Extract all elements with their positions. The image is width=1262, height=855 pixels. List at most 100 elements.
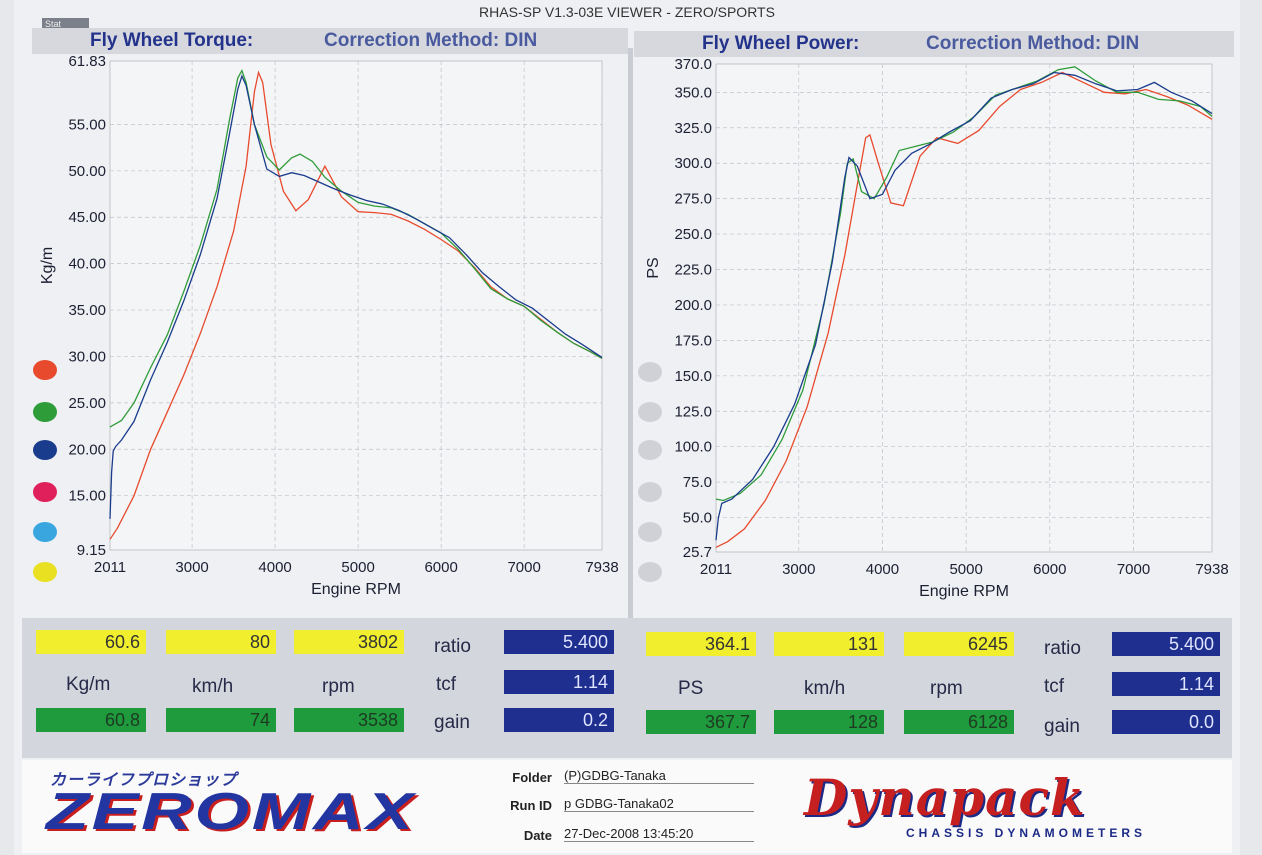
- series-dot-green[interactable]: [33, 402, 57, 422]
- series-dot-empty-4[interactable]: [638, 482, 662, 502]
- power-rpm-compare-box: 6128: [904, 710, 1014, 734]
- series-dot-empty-5[interactable]: [638, 522, 662, 542]
- torque-y-tick-label: 55.00: [68, 116, 106, 133]
- power-y-tick-label: 25.7: [683, 544, 712, 561]
- torque-series-line-2: [109, 74, 603, 519]
- series-dot-empty-6[interactable]: [638, 562, 662, 582]
- power-compare-box: 367.7: [646, 710, 756, 734]
- folder-value: (P)GDBG-Tanaka: [564, 768, 754, 784]
- power-x-tick-label: 7000: [1117, 561, 1150, 578]
- torque-x-tick-label: 2011: [94, 559, 126, 576]
- series-dot-empty-2[interactable]: [638, 402, 662, 422]
- rpm-compare-box: 3538: [294, 708, 404, 732]
- power-chart: 370.0 350.0 325.0 300.0 275.0 250.0 225.0 200.0…: [645, 56, 1229, 600]
- power-ratio-value[interactable]: 5.400: [1112, 632, 1220, 656]
- power-y-tick-label: 370.0: [674, 56, 712, 73]
- rpm-unit-label: rpm: [322, 676, 355, 697]
- torque-x-tick-label: 7000: [507, 559, 540, 576]
- power-series-line-0: [715, 71, 1213, 548]
- dynapack-subtitle: CHASSIS DYNAMOMETERS: [906, 826, 1147, 840]
- power-plot-area: [715, 63, 1213, 553]
- tcf-value[interactable]: 1.14: [504, 670, 614, 694]
- panel-divider: [628, 48, 633, 620]
- zeromax-logo: ZEROMAX: [46, 783, 416, 841]
- gain-value[interactable]: 0.2: [504, 708, 614, 732]
- power-x-tick-label: 5000: [949, 561, 982, 578]
- series-dot-red[interactable]: [33, 360, 57, 380]
- power-speed-compare-box: 128: [774, 710, 884, 734]
- power-series-line-2: [715, 71, 1213, 541]
- torque-y-tick-label: 9.15: [77, 542, 106, 559]
- torque-unit-label: Kg/m: [66, 674, 111, 695]
- power-y-tick-label: 125.0: [674, 403, 712, 420]
- torque-chart: 61.83 55.00 50.00 45.00 40.00 35.00 30.00 25.00…: [39, 53, 619, 598]
- rpm-value-box: 3802: [294, 630, 404, 654]
- power-x-tick-label: 4000: [866, 561, 899, 578]
- speed-compare-box: 74: [166, 708, 276, 732]
- torque-y-tick-label: 25.00: [68, 395, 106, 412]
- stat-tab[interactable]: Stat: [42, 18, 89, 30]
- torque-y-tick-label: 15.00: [68, 488, 106, 505]
- speed-value-box: 80: [166, 630, 276, 654]
- power-tcf-value[interactable]: 1.14: [1112, 672, 1220, 696]
- power-gain-value[interactable]: 0.0: [1112, 710, 1220, 734]
- torque-x-tick-label: 3000: [175, 559, 208, 576]
- power-y-tick-label: 175.0: [674, 332, 712, 349]
- series-dot-empty-3[interactable]: [638, 440, 662, 460]
- torque-compare-box: 60.8: [36, 708, 146, 732]
- power-panel-header: Fly Wheel Power: Correction Method: DIN: [634, 31, 1234, 57]
- power-rpm-unit-label: rpm: [930, 678, 963, 699]
- folder-label: Folder: [512, 770, 552, 785]
- series-dot-cyan[interactable]: [33, 522, 57, 542]
- series-dot-empty-1[interactable]: [638, 362, 662, 382]
- power-x-tick-label: 6000: [1033, 561, 1066, 578]
- power-unit-label: PS: [678, 678, 704, 699]
- power-y-tick-label: 275.0: [674, 191, 712, 208]
- readout-panel: 60.6 80 3802 Kg/m km/h rpm 60.8 74 3538 …: [22, 618, 1232, 758]
- torque-panel-header: Fly Wheel Torque: Correction Method: DIN: [32, 28, 628, 54]
- power-series-line-1: [715, 66, 1213, 502]
- power-x-axis-label: Engine RPM: [919, 583, 1009, 600]
- dyno-sheet: RHAS-SP V1.3-03E VIEWER - ZERO/SPORTS St…: [14, 0, 1240, 855]
- ratio-label: ratio: [434, 636, 471, 657]
- torque-y-tick-label: 30.00: [68, 348, 106, 365]
- ratio-value[interactable]: 5.400: [504, 630, 614, 654]
- torque-title: Fly Wheel Torque:: [90, 30, 254, 51]
- power-tcf-label: tcf: [1044, 676, 1065, 697]
- torque-series-line-1: [109, 69, 603, 428]
- power-y-tick-label: 250.0: [674, 226, 712, 243]
- torque-y-axis-label: Kg/m: [39, 247, 56, 284]
- torque-y-tick-label: 35.00: [68, 302, 106, 319]
- power-title: Fly Wheel Power:: [702, 33, 860, 54]
- torque-y-tick-label: 61.83: [68, 53, 106, 70]
- torque-x-tick-label: 5000: [341, 559, 374, 576]
- torque-x-axis-label: Engine RPM: [311, 581, 401, 598]
- torque-y-tick-label: 40.00: [68, 256, 106, 273]
- power-gain-label: gain: [1044, 716, 1080, 737]
- power-y-tick-label: 300.0: [674, 155, 712, 172]
- speed-unit-label: km/h: [192, 676, 234, 697]
- series-dot-magenta[interactable]: [33, 482, 57, 502]
- power-rpm-value-box: 6245: [904, 632, 1014, 656]
- power-speed-unit-label: km/h: [804, 678, 846, 699]
- dynapack-logo: Dynapack: [804, 768, 1086, 827]
- window-title: RHAS-SP V1.3-03E VIEWER - ZERO/SPORTS: [479, 4, 775, 20]
- power-x-tick-label: 3000: [782, 561, 815, 578]
- torque-value-box: 60.6: [36, 630, 146, 654]
- date-value: 27-Dec-2008 13:45:20: [564, 826, 754, 842]
- torque-x-tick-label: 4000: [258, 559, 291, 576]
- runid-label: Run ID: [510, 798, 552, 813]
- power-method: Correction Method: DIN: [926, 33, 1140, 54]
- gain-label: gain: [434, 712, 470, 733]
- torque-method: Correction Method: DIN: [324, 30, 538, 51]
- power-value-box: 364.1: [646, 632, 756, 656]
- series-dot-blue[interactable]: [33, 440, 57, 460]
- torque-y-tick-label: 50.00: [68, 163, 106, 180]
- tcf-label: tcf: [436, 674, 457, 695]
- power-ratio-label: ratio: [1044, 638, 1081, 659]
- power-y-tick-label: 50.0: [683, 510, 712, 527]
- series-dot-yellow[interactable]: [33, 562, 57, 582]
- power-y-axis-label: PS: [645, 257, 662, 278]
- runid-value: p GDBG-Tanaka02: [564, 796, 754, 812]
- power-y-tick-label: 325.0: [674, 120, 712, 137]
